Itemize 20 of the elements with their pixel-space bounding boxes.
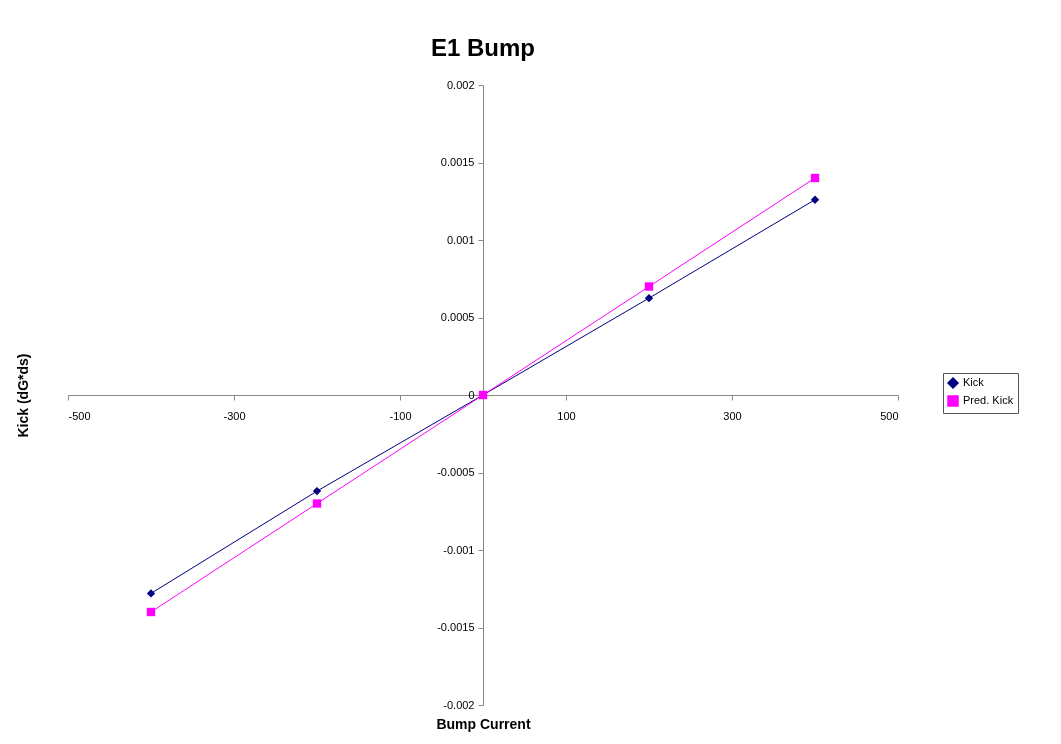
- x-tick-label: -100: [389, 409, 412, 422]
- y-tick-label: 0.002: [446, 78, 475, 91]
- x-tick-label: -300: [223, 409, 246, 422]
- y-tick-label: -0.002: [443, 698, 475, 711]
- chart-title: E1 Bump: [430, 34, 536, 61]
- x-axis-title: Bump Current: [436, 715, 531, 732]
- y-tick-label: 0: [468, 388, 475, 401]
- x-tick-label: -500: [68, 409, 91, 422]
- legend-label: Pred. Kick: [963, 394, 1014, 406]
- y-tick-label: 0.0015: [440, 156, 475, 168]
- y-tick-label: -0.001: [443, 543, 475, 556]
- x-tick-label: 300: [723, 409, 742, 422]
- x-tick-label: 500: [880, 409, 899, 422]
- y-axis-title: Kick (dG*ds): [14, 353, 31, 438]
- y-tick-label: 0.001: [446, 233, 475, 246]
- x-tick-label: 100: [557, 409, 576, 422]
- y-tick-label: 0.0005: [440, 311, 475, 323]
- legend-label: Kick: [963, 376, 985, 388]
- y-tick-label: -0.0005: [437, 466, 475, 478]
- y-tick-label: -0.0015: [437, 621, 475, 633]
